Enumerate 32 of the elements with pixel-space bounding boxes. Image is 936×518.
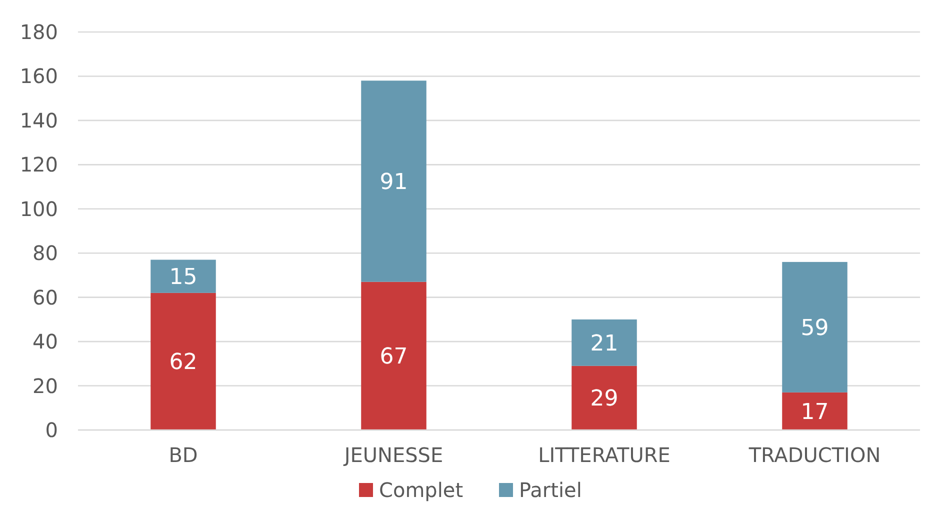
- x-tick-label: JEUNESSE: [342, 443, 444, 467]
- y-tick-label: 100: [20, 196, 58, 221]
- y-tick-label: 40: [32, 330, 58, 354]
- data-label: 29: [590, 386, 618, 412]
- x-tick-label: BD: [168, 443, 198, 467]
- legend-label: Complet: [379, 478, 464, 502]
- y-tick-label: 20: [32, 374, 58, 398]
- y-tick-label: 140: [20, 108, 58, 132]
- x-tick-label: LITTERATURE: [538, 443, 670, 467]
- data-label: 17: [800, 400, 829, 425]
- y-tick-label: 180: [20, 20, 58, 44]
- bar: [150, 260, 216, 293]
- data-label: 15: [169, 265, 198, 290]
- bar: [361, 282, 426, 430]
- y-tick-label: 80: [32, 241, 58, 266]
- legend-label: Partiel: [519, 478, 582, 502]
- y-tick-label: 120: [20, 152, 58, 177]
- bar: [782, 392, 848, 430]
- data-label: 59: [800, 316, 829, 341]
- data-label: 62: [169, 350, 198, 376]
- bar: [361, 80, 426, 282]
- data-label: 91: [380, 170, 408, 195]
- bar: [572, 319, 637, 366]
- bar: [782, 262, 848, 392]
- y-tick-label: 0: [45, 418, 58, 442]
- x-tick-label: TRADUCTION: [748, 443, 881, 467]
- y-tick-label: 160: [20, 64, 58, 88]
- y-tick-label: 60: [32, 285, 58, 310]
- data-label: 67: [380, 344, 408, 370]
- bar: [150, 292, 216, 430]
- bar: [572, 366, 637, 430]
- data-label: 21: [590, 331, 618, 356]
